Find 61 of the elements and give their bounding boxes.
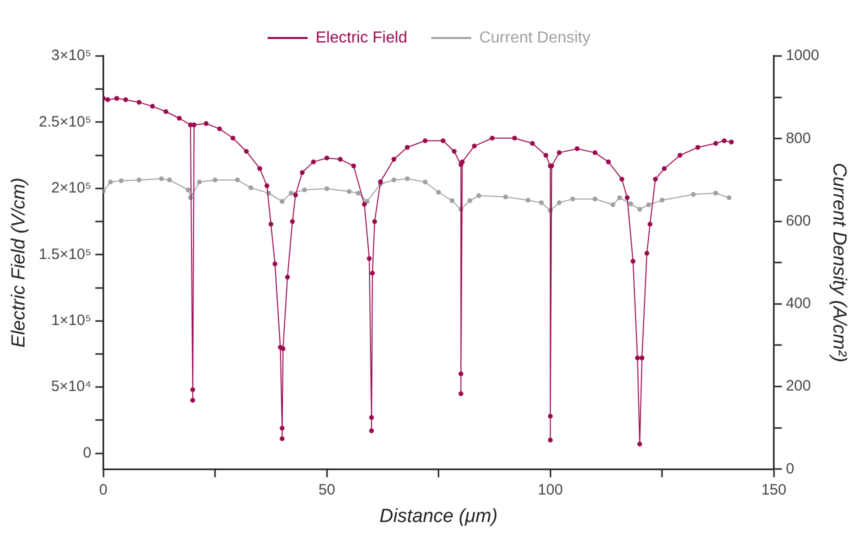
legend-label: Current Density xyxy=(479,29,590,46)
point xyxy=(197,180,202,184)
point xyxy=(637,206,642,212)
point xyxy=(476,193,482,198)
point xyxy=(436,190,441,195)
point xyxy=(592,196,598,202)
y2-axis-title: Current Density (A/cm²) xyxy=(828,162,850,362)
y2-tick-label: 400 xyxy=(786,295,811,312)
y-tick-label: 0 xyxy=(82,444,92,462)
point xyxy=(628,202,634,206)
point xyxy=(248,185,254,190)
x-tick-label: 100 xyxy=(538,481,563,498)
point xyxy=(391,178,396,182)
y2-tick-label: 1000 xyxy=(786,47,820,64)
point xyxy=(503,194,508,200)
x-tick-label: 150 xyxy=(761,481,786,498)
y2-tick-label: 200 xyxy=(786,378,811,395)
point xyxy=(356,190,361,196)
x-axis-title: Distance (μm) xyxy=(380,506,498,527)
point xyxy=(186,187,191,192)
point xyxy=(726,195,732,200)
point xyxy=(364,199,370,204)
point xyxy=(617,195,622,200)
point xyxy=(159,176,164,182)
x-tick-label: 50 xyxy=(318,481,336,498)
point xyxy=(660,198,664,203)
y2-tick-label: 0 xyxy=(786,460,794,478)
point xyxy=(570,196,576,202)
point xyxy=(690,192,696,197)
y-tick-label: 1.5×10⁵ xyxy=(38,246,92,263)
y-tick-label: 3×10⁵ xyxy=(51,47,92,64)
y-axis-title: Electric Field (V/cm) xyxy=(8,178,30,348)
point xyxy=(288,190,294,196)
point xyxy=(610,202,616,208)
point xyxy=(538,200,544,206)
point xyxy=(212,178,218,182)
point xyxy=(646,202,652,208)
point xyxy=(280,199,285,204)
y2-tick-label: 600 xyxy=(786,212,811,230)
point xyxy=(404,176,410,182)
x-tick-label: 0 xyxy=(99,481,108,498)
point xyxy=(136,178,142,182)
point xyxy=(422,180,428,184)
point xyxy=(118,178,124,184)
y-tick-label: 5×10⁴ xyxy=(51,378,92,396)
y-tick-label: 2.5×10⁵ xyxy=(38,113,92,130)
point xyxy=(167,178,172,182)
point xyxy=(302,187,307,192)
point xyxy=(450,198,454,204)
point xyxy=(324,186,330,192)
y2-tick-label: 800 xyxy=(786,130,811,147)
point xyxy=(235,178,240,182)
legend-label: Electric Field xyxy=(316,29,408,46)
point xyxy=(346,189,352,194)
y-tick-label: 1×10⁵ xyxy=(51,312,92,330)
point xyxy=(467,198,472,204)
point xyxy=(108,180,113,184)
point xyxy=(526,198,530,203)
point xyxy=(713,190,718,196)
point xyxy=(556,200,562,206)
y-tick-label: 2×10⁵ xyxy=(51,180,92,197)
